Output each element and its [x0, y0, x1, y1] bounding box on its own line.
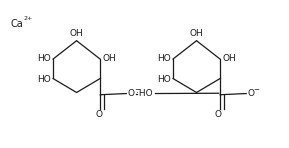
Text: O: O — [215, 110, 222, 119]
Text: O: O — [95, 110, 102, 119]
Text: OH: OH — [70, 29, 84, 38]
Text: O: O — [127, 89, 134, 98]
Text: OH: OH — [103, 54, 116, 63]
Text: O: O — [247, 89, 254, 98]
Text: OH: OH — [190, 29, 203, 38]
Text: HO: HO — [37, 54, 51, 63]
Text: HO: HO — [37, 75, 51, 84]
Text: 2+: 2+ — [24, 16, 33, 21]
Text: HO: HO — [157, 75, 171, 84]
Text: −: − — [134, 87, 140, 93]
Text: −: − — [254, 87, 260, 93]
Text: Ca: Ca — [11, 19, 24, 29]
Text: OH: OH — [223, 54, 236, 63]
Text: ·HO: ·HO — [136, 89, 153, 98]
Text: HO: HO — [157, 54, 171, 63]
